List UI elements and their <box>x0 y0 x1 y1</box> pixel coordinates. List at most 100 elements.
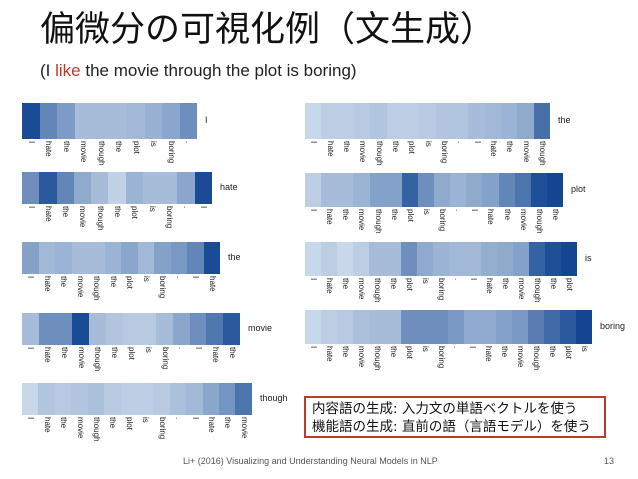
token-label: I <box>472 141 482 144</box>
token-label: movie <box>75 417 85 439</box>
heatmap-cell-hate <box>482 173 499 207</box>
heatmap-cell-though <box>530 173 547 207</box>
subtitle-open: (I <box>40 61 56 80</box>
token-label: though <box>532 346 542 371</box>
token-label: boring <box>164 206 174 229</box>
heatmap-cell-the <box>56 172 74 204</box>
token-label: plot <box>565 278 574 291</box>
heatmap-cell-period <box>177 172 195 204</box>
heatmap-cell-though <box>88 242 105 274</box>
token-label: the <box>390 141 400 153</box>
heatmap-cell-period <box>169 383 187 415</box>
heatmap-cell-hate <box>321 242 337 276</box>
token-label: plot <box>130 206 140 219</box>
heatmap-cell-the <box>497 242 513 276</box>
heatmap-cell-movie <box>353 103 371 139</box>
token-label: the <box>108 276 118 288</box>
token-label: the <box>114 141 124 153</box>
heatmap-cell-the <box>546 173 563 207</box>
token-label: the <box>502 209 512 221</box>
heatmap-cell-is <box>142 172 161 204</box>
token-label: I <box>26 276 36 279</box>
token-label: I <box>26 417 36 420</box>
token-label: hate <box>206 417 216 433</box>
heatmap-cell-though <box>92 103 110 139</box>
heatmap-cell-the <box>386 103 403 139</box>
token-label: is <box>141 276 151 282</box>
heatmap-cell-hate <box>206 313 224 345</box>
heatmap-cell-i <box>186 383 203 415</box>
token-label: the <box>341 141 351 153</box>
heatmap-cell-boring <box>154 242 171 274</box>
token-label: the <box>550 209 560 221</box>
token-label: the <box>59 347 69 359</box>
token-label: though <box>374 141 384 166</box>
token-label: I <box>26 206 36 209</box>
token-label: plot <box>124 417 134 430</box>
heatmap-cell-though <box>369 173 386 207</box>
heatmap-cell-is <box>417 242 433 276</box>
heatmap-cell-plot <box>122 313 140 345</box>
token-label: I <box>469 278 478 281</box>
token-label: . <box>452 346 462 349</box>
token-label: is <box>141 417 151 423</box>
heatmap-cell-the <box>105 313 123 345</box>
heatmap-target-label: though <box>260 393 288 403</box>
heatmap-cell-boring <box>433 242 449 276</box>
token-label: I <box>309 278 318 281</box>
token-label: I <box>190 417 200 420</box>
token-label: I <box>309 141 319 144</box>
heatmap-cell-is <box>417 173 434 207</box>
heatmap-cell-movie <box>235 383 252 415</box>
token-label: I <box>26 141 36 144</box>
heatmap-cell-movie <box>353 242 369 276</box>
heatmap-cell-though <box>368 310 385 344</box>
token-label: movie <box>78 206 88 228</box>
heatmap-cell-i <box>305 173 322 207</box>
heatmap-cell-hate <box>484 103 501 139</box>
token-label: movie <box>239 417 249 439</box>
heatmap-cell-the <box>337 242 353 276</box>
token-label: hate <box>325 141 335 157</box>
heatmap-cell-boring <box>434 173 451 207</box>
heatmap-strip <box>22 103 197 139</box>
token-label: though <box>372 346 382 371</box>
heatmap-cell-hate <box>320 310 337 344</box>
token-label: the <box>59 276 69 288</box>
token-label: movie <box>517 278 526 300</box>
heatmap-cell-movie <box>517 103 534 139</box>
heatmap-cell-the <box>219 383 236 415</box>
heatmap-cell-though <box>528 310 545 344</box>
heatmap-cell-hate <box>202 383 220 415</box>
heatmap-cell-hate <box>38 242 55 274</box>
heatmap-cell-the <box>384 310 401 344</box>
heatmap-cell-plot <box>401 173 418 207</box>
token-label: hate <box>43 206 53 222</box>
heatmap-cell-boring <box>160 172 178 204</box>
token-label: movie <box>75 276 85 298</box>
heatmap-cell-plot <box>127 103 145 139</box>
token-label: the <box>500 346 510 358</box>
token-label: hate <box>43 347 53 363</box>
token-label: hate <box>325 209 335 225</box>
heatmap-cell-period <box>451 103 469 139</box>
heatmap-cell-the <box>57 103 75 139</box>
token-label: plot <box>127 347 136 360</box>
heatmap-cell-boring <box>162 103 180 139</box>
heatmap-cell-period <box>172 313 190 345</box>
heatmap-cell-i <box>189 313 207 345</box>
token-label: hate <box>210 347 220 363</box>
heatmap-strip <box>305 173 563 207</box>
heatmap-cell-the <box>54 383 72 415</box>
slide-title: 偏微分の可視化例（文生成） <box>40 10 496 50</box>
heatmap-cell-the <box>55 313 73 345</box>
heatmap-cell-i <box>22 103 40 139</box>
token-label: is <box>580 346 590 352</box>
heatmap-cell-the <box>336 310 353 344</box>
heatmap-strip <box>22 172 212 204</box>
token-label: the <box>341 278 350 290</box>
